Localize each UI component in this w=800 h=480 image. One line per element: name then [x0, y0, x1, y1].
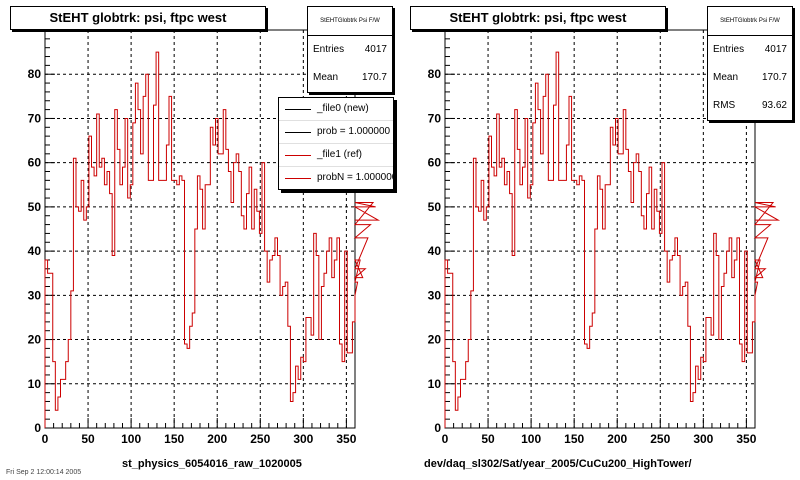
right-stats-rms: RMS 93.62 — [708, 92, 792, 120]
left-legend: _file0 (new) prob = 1.000000 _file1 (ref… — [278, 97, 394, 190]
legend-swatch-file1 — [285, 155, 311, 156]
right-stats-box: StEHTGlobtrk Psi F/W Entries 4017 Mean 1… — [707, 6, 793, 121]
legend-label-file1: _file1 (ref) — [317, 149, 363, 160]
right-histogram: 0 50 100 150 200 250 300 350 0 10 20 30 40 50 60 70 80 — [428, 29, 781, 446]
right-stats-mean: Mean 170.7 — [708, 64, 792, 92]
legend-label-file0: _file0 (new) — [317, 103, 369, 114]
right-xtick-label-100: 100 — [521, 432, 541, 446]
left-ytick-label-10: 10 — [28, 377, 42, 391]
right-rms-label: RMS — [713, 100, 736, 111]
right-panel: 0 50 100 150 200 250 300 350 0 10 20 30 40 50 60 70 80 S… — [400, 0, 800, 480]
right-rms-value: 93.62 — [761, 100, 787, 111]
left-entries-value: 4017 — [364, 44, 387, 55]
right-stats-entries: Entries 4017 — [708, 36, 792, 64]
left-mean-label: Mean — [313, 72, 339, 83]
footer-timestamp: Fri Sep 2 12:00:14 2005 — [6, 469, 82, 476]
right-xtick-label-250: 250 — [650, 432, 670, 446]
left-ytick-label-20: 20 — [28, 333, 42, 347]
right-ytick-label-70: 70 — [428, 111, 442, 125]
left-x-caption: st_physics_6054016_raw_1020005 — [122, 458, 302, 470]
left-ytick-label-60: 60 — [28, 156, 42, 170]
right-ytick-label-40: 40 — [428, 244, 442, 258]
left-ytick-label-70: 70 — [28, 111, 42, 125]
legend-swatch-file0 — [285, 109, 311, 110]
right-title: StEHT globtrk: psi, ftpc west — [410, 6, 666, 30]
right-mean-label: Mean — [713, 72, 739, 83]
left-xtick-label-250: 250 — [250, 432, 270, 446]
left-xtick-label-0: 0 — [42, 432, 49, 446]
left-xtick-label-100: 100 — [121, 432, 141, 446]
right-xtick-label-150: 150 — [564, 432, 584, 446]
left-xtick-label-200: 200 — [207, 432, 227, 446]
left-stats-box: StEHTGlobtrk Psi F/W Entries 4017 Mean 1… — [307, 6, 393, 93]
right-xtick-label-350: 350 — [736, 432, 756, 446]
left-ytick-label-40: 40 — [28, 244, 42, 258]
legend-label-probN: probN = 1.000000 — [317, 172, 394, 183]
left-histogram: 0 50 100 150 200 250 300 350 0 10 20 30 40 50 60 70 80 — [28, 29, 381, 446]
right-ytick-label-10: 10 — [428, 377, 442, 391]
right-ytick-label-30: 30 — [428, 288, 442, 302]
left-ytick-label-50: 50 — [28, 200, 42, 214]
left-xtick-label-150: 150 — [164, 432, 184, 446]
left-title: StEHT globtrk: psi, ftpc west — [10, 6, 266, 30]
right-mean-value: 170.7 — [761, 72, 787, 83]
left-series-0-step-line — [44, 51, 381, 428]
left-entries-label: Entries — [313, 44, 345, 55]
right-stats-header: StEHTGlobtrk Psi F/W — [708, 7, 792, 36]
right-ytick-label-60: 60 — [428, 156, 442, 170]
left-stats-mean: Mean 170.7 — [308, 64, 392, 92]
right-x-caption: dev/daq_sl302/Sat/year_2005/CuCu200_High… — [424, 458, 692, 470]
legend-row-probN: probN = 1.000000 — [279, 167, 393, 189]
left-ytick-label-80: 80 — [28, 67, 42, 81]
left-panel: 0 50 100 150 200 250 300 350 0 10 20 30 40 50 60 70 80 S… — [10, 6, 394, 470]
legend-row-file1: _file1 (ref) — [279, 144, 393, 167]
left-ytick-label-30: 30 — [28, 288, 42, 302]
left-mean-value: 170.7 — [361, 72, 387, 83]
right-ytick-label-20: 20 — [428, 333, 442, 347]
right-entries-label: Entries — [713, 44, 745, 55]
right-entries-value: 4017 — [764, 44, 787, 55]
right-xtick-label-50: 50 — [481, 432, 495, 446]
left-stats-entries: Entries 4017 — [308, 36, 392, 64]
left-stats-header: StEHTGlobtrk Psi F/W — [308, 7, 392, 36]
right-series-0-step-line — [444, 51, 781, 428]
left-xtick-label-50: 50 — [81, 432, 95, 446]
legend-swatch-probN — [285, 178, 311, 179]
right-xtick-label-200: 200 — [607, 432, 627, 446]
right-xtick-label-0: 0 — [442, 432, 449, 446]
right-ytick-label-80: 80 — [428, 67, 442, 81]
legend-swatch-prob — [285, 132, 311, 133]
left-xtick-label-300: 300 — [293, 432, 313, 446]
legend-row-file0: _file0 (new) — [279, 98, 393, 121]
legend-label-prob: prob = 1.000000 — [317, 126, 391, 137]
right-ytick-label-0: 0 — [434, 421, 441, 435]
legend-row-prob: prob = 1.000000 — [279, 121, 393, 144]
right-ytick-label-50: 50 — [428, 200, 442, 214]
left-xtick-label-350: 350 — [336, 432, 356, 446]
right-xtick-label-300: 300 — [693, 432, 713, 446]
left-ytick-label-0: 0 — [34, 421, 41, 435]
